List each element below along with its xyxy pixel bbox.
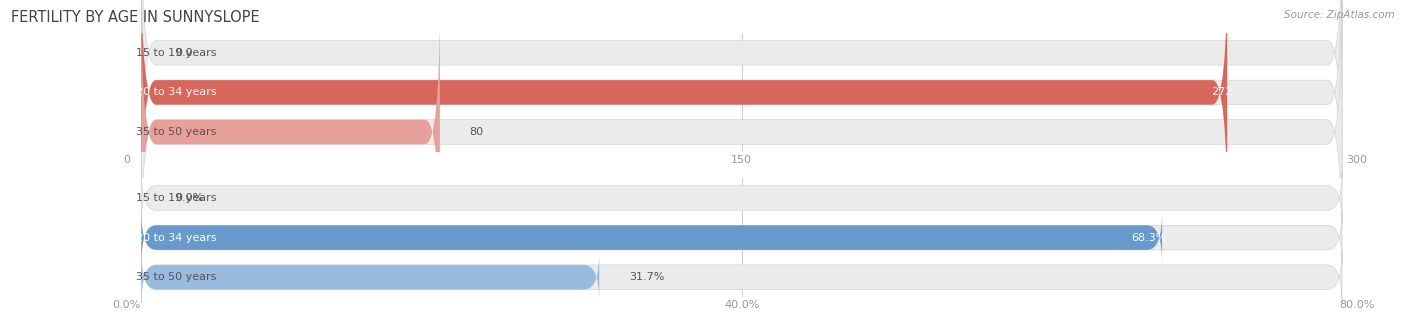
Text: 15 to 19 years: 15 to 19 years <box>136 48 217 58</box>
FancyBboxPatch shape <box>141 0 1343 223</box>
Text: 20 to 34 years: 20 to 34 years <box>136 233 217 243</box>
Text: 0.0%: 0.0% <box>176 193 204 203</box>
FancyBboxPatch shape <box>141 0 1227 223</box>
Text: 35 to 50 years: 35 to 50 years <box>136 272 217 282</box>
FancyBboxPatch shape <box>141 2 1343 262</box>
FancyBboxPatch shape <box>141 172 1341 224</box>
Text: FERTILITY BY AGE IN SUNNYSLOPE: FERTILITY BY AGE IN SUNNYSLOPE <box>11 10 260 25</box>
FancyBboxPatch shape <box>141 2 440 262</box>
Text: 15 to 19 years: 15 to 19 years <box>136 193 217 203</box>
FancyBboxPatch shape <box>141 251 599 303</box>
Text: 20 to 34 years: 20 to 34 years <box>136 87 217 97</box>
Text: 68.3%: 68.3% <box>1132 233 1167 243</box>
FancyBboxPatch shape <box>141 251 1341 303</box>
Text: 272: 272 <box>1211 87 1232 97</box>
Text: Source: ZipAtlas.com: Source: ZipAtlas.com <box>1284 10 1395 20</box>
Text: 0.0: 0.0 <box>176 48 194 58</box>
Text: 35 to 50 years: 35 to 50 years <box>136 127 217 137</box>
FancyBboxPatch shape <box>141 212 1163 263</box>
FancyBboxPatch shape <box>141 0 1343 183</box>
Text: 80: 80 <box>470 127 484 137</box>
Text: 31.7%: 31.7% <box>628 272 664 282</box>
FancyBboxPatch shape <box>141 212 1341 263</box>
